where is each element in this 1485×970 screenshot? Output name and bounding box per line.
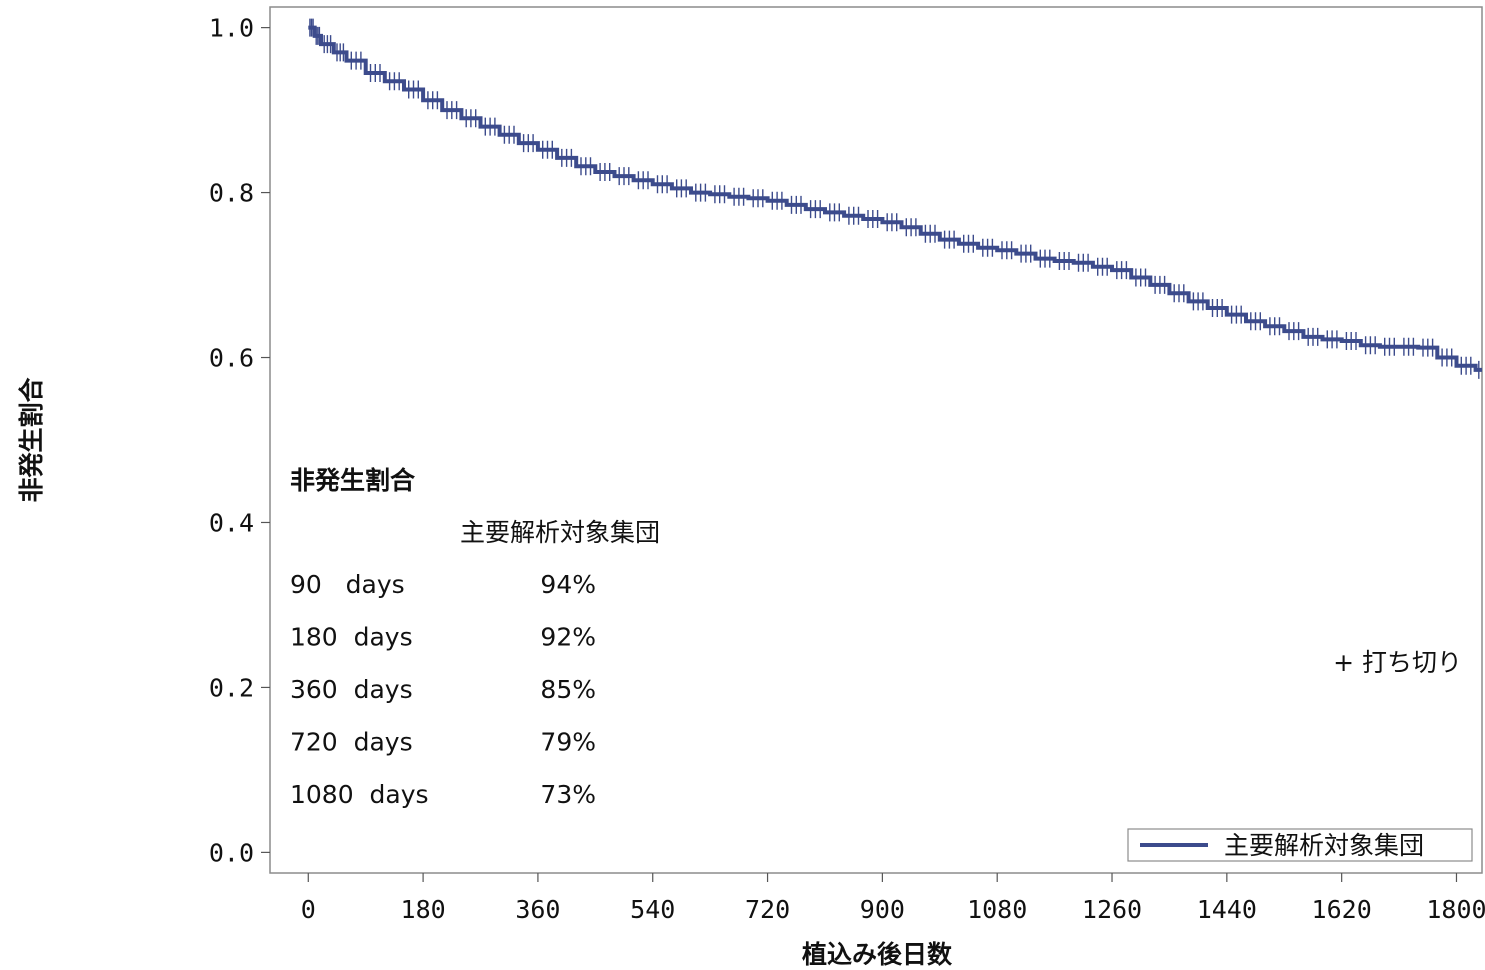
inset-row-label: 1080 days (290, 780, 429, 809)
x-tick-label: 180 (401, 895, 446, 924)
x-tick-label: 1440 (1197, 895, 1257, 924)
x-tick-label: 1620 (1312, 895, 1372, 924)
y-tick-label: 0.0 (209, 838, 254, 867)
y-tick-label: 0.4 (209, 508, 254, 537)
x-tick-label: 1800 (1426, 895, 1485, 924)
censor-mark (309, 18, 1480, 379)
inset-row-label: 720 days (290, 728, 413, 757)
inset-row-value: 85% (540, 675, 596, 704)
inset-column-header: 主要解析対象集団 (460, 518, 660, 547)
legend-label: 主要解析対象集団 (1224, 831, 1424, 860)
inset-row-value: 94% (540, 570, 596, 599)
inset-row-label: 90 days (290, 570, 405, 599)
x-tick-label: 0 (301, 895, 316, 924)
inset-row-value: 73% (540, 780, 596, 809)
inset-title: 非発生割合 (290, 466, 416, 495)
y-tick-label: 1.0 (209, 14, 254, 43)
x-tick-label: 1080 (967, 895, 1027, 924)
inset-row-label: 180 days (290, 623, 413, 652)
inset-row-value: 79% (540, 728, 596, 757)
x-tick-label: 900 (860, 895, 905, 924)
x-tick-label: 720 (745, 895, 790, 924)
inset-table: 非発生割合 主要解析対象集団 90 days 94% 180 days 92% 360 … (290, 466, 660, 809)
legend: 主要解析対象集団 (1127, 828, 1473, 862)
plot-frame (269, 6, 1483, 874)
series-layer (308, 18, 1482, 379)
x-tick-label: 1260 (1082, 895, 1142, 924)
y-tick-label: 0.6 (209, 344, 254, 373)
y-axis: 0.0 0.2 0.4 0.6 0.8 1.0 (209, 14, 270, 867)
inset-row-value: 92% (540, 623, 596, 652)
x-axis-label: 植込み後日数 (802, 940, 953, 969)
censor-legend: + 打ち切り (1333, 648, 1462, 677)
inset-rows: 90 days 94% 180 days 92% 360 days 85% 720 days… (290, 570, 596, 809)
inset-row-label: 360 days (290, 675, 413, 704)
x-tick-label: 360 (515, 895, 560, 924)
survival-curve (308, 25, 1482, 372)
y-tick-label: 0.8 (209, 179, 254, 208)
x-tick-label: 540 (630, 895, 675, 924)
y-axis-label: 非発生割合 (17, 377, 46, 503)
censor-marks (309, 18, 1480, 379)
x-axis: 0 180 360 540 720 900 1080 1260 1440 1620 1800 (301, 873, 1485, 924)
y-tick-label: 0.2 (209, 673, 254, 702)
